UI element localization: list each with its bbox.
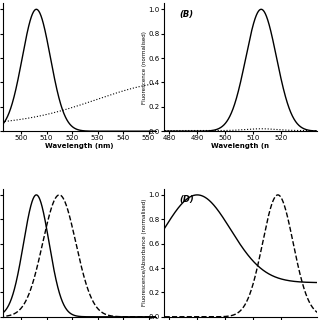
Y-axis label: Fluorescence/Absorbance (normalised): Fluorescence/Absorbance (normalised) — [142, 199, 147, 307]
X-axis label: Wavelength (n: Wavelength (n — [211, 143, 269, 149]
Y-axis label: Fluorescence (normalised): Fluorescence (normalised) — [142, 31, 147, 104]
Text: (D): (D) — [179, 195, 194, 204]
X-axis label: Wavelength (nm): Wavelength (nm) — [45, 143, 114, 149]
Text: (B): (B) — [179, 10, 193, 19]
